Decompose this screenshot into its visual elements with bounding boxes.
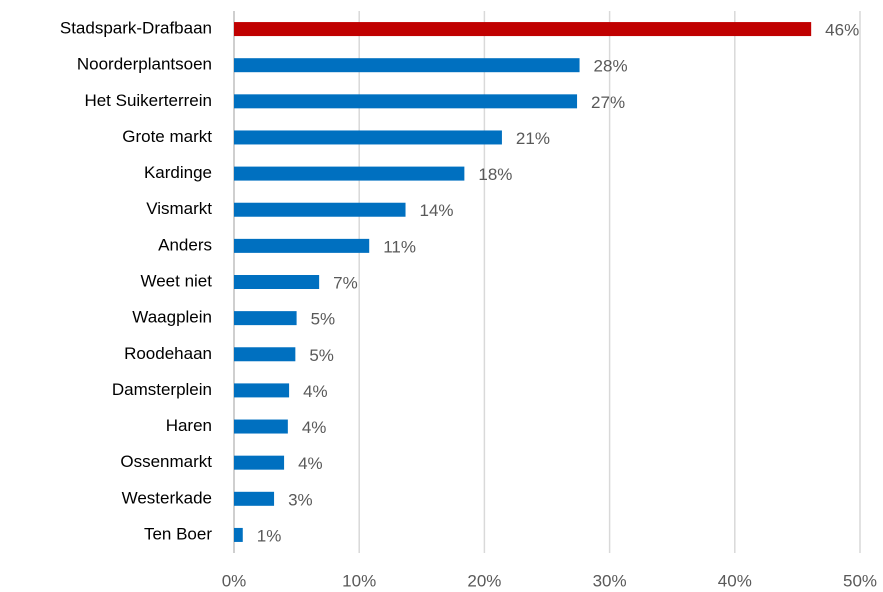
value-label: 5% — [309, 346, 334, 365]
x-tick-label: 50% — [843, 571, 877, 590]
value-label: 1% — [257, 526, 282, 545]
y-tick-label: Anders — [158, 235, 212, 254]
bar — [234, 275, 320, 289]
value-label: 28% — [594, 57, 628, 76]
bar — [234, 202, 406, 217]
y-tick-label: Ten Boer — [144, 524, 212, 543]
bar — [234, 58, 580, 73]
value-label: 7% — [333, 273, 358, 292]
x-tick-label: 40% — [718, 571, 752, 590]
y-tick-label: Waagplein — [132, 308, 212, 327]
y-tick-label: Noorderplantsoen — [77, 55, 212, 74]
value-label: 4% — [302, 418, 327, 437]
value-label: 11% — [383, 237, 416, 256]
bar — [234, 491, 275, 506]
x-tick-label: 0% — [222, 571, 247, 590]
bar — [234, 419, 288, 434]
y-tick-label: Damsterplein — [112, 380, 212, 399]
y-tick-label: Westerkade — [122, 488, 212, 507]
value-label: 3% — [288, 490, 313, 509]
y-tick-label: Grote markt — [122, 127, 212, 146]
value-label: 21% — [516, 129, 550, 148]
bar — [234, 130, 502, 145]
y-tick-label: Ossenmarkt — [120, 452, 212, 471]
bar — [234, 94, 578, 109]
x-tick-label: 10% — [342, 571, 376, 590]
y-tick-label: Vismarkt — [146, 199, 212, 218]
bar — [234, 455, 285, 470]
value-label: 14% — [420, 201, 454, 220]
value-label: 4% — [298, 454, 323, 473]
value-label: 18% — [478, 165, 512, 184]
y-tick-label: Stadspark-Drafbaan — [60, 19, 212, 38]
x-tick-label: 30% — [593, 571, 627, 590]
bar — [234, 347, 296, 362]
y-tick-label: Haren — [166, 416, 212, 435]
value-label: 5% — [311, 310, 336, 329]
y-tick-label: Roodehaan — [124, 344, 212, 363]
y-tick-label: Kardinge — [144, 163, 212, 182]
bar — [234, 22, 812, 37]
bar — [234, 527, 243, 542]
value-label: 4% — [303, 382, 328, 401]
y-tick-label: Weet niet — [140, 271, 212, 290]
bar — [234, 238, 370, 253]
value-label: 27% — [591, 93, 625, 112]
bar — [234, 166, 465, 181]
bar — [234, 383, 290, 398]
value-label: 46% — [825, 21, 859, 40]
y-tick-label: Het Suikerterrein — [84, 91, 212, 110]
x-tick-label: 20% — [467, 571, 501, 590]
bar — [234, 311, 297, 326]
